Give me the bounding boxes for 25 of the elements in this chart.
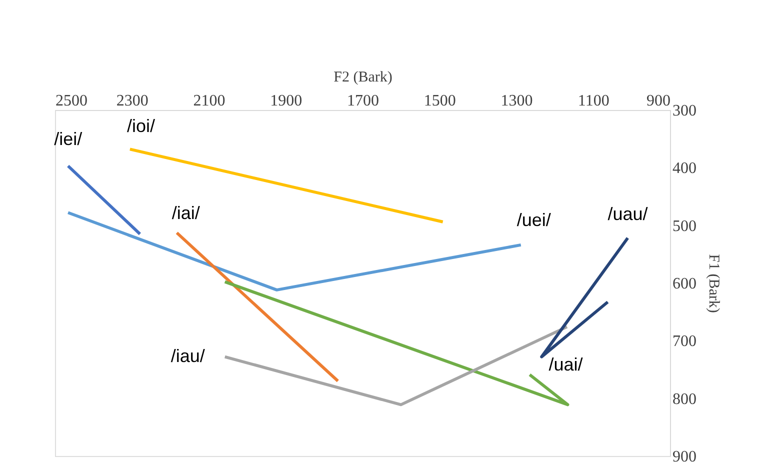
x-tick-label: 900	[646, 92, 670, 110]
y-tick-label: 400	[672, 160, 696, 178]
y-tick-label: 700	[672, 333, 696, 350]
y-tick-label: 800	[672, 390, 696, 408]
y-tick-label: 500	[672, 218, 696, 235]
x-tick-label: 2100	[193, 92, 226, 110]
x-tick-label: 1100	[578, 92, 610, 110]
series-label: /ioi/	[126, 116, 155, 136]
series-label: /iai/	[172, 202, 200, 223]
x-tick-label: 2300	[116, 92, 148, 110]
x-tick-label: 1300	[500, 92, 533, 110]
x-tick-label: 1900	[270, 92, 302, 110]
y-axis-title: F1 (Bark)	[706, 254, 722, 313]
series-label: /uai/	[548, 354, 583, 375]
y-tick-label: 900	[672, 448, 696, 466]
series-label: /iau/	[170, 346, 205, 366]
y-tick-label: 600	[672, 276, 696, 292]
x-tick-label: 1700	[347, 92, 379, 110]
series-label: /iei/	[54, 128, 82, 149]
x-tick-label: 2500	[56, 92, 88, 110]
y-tick-label: 300	[672, 102, 696, 120]
series-label: /uei/	[516, 210, 551, 230]
series-label: /uau/	[608, 204, 648, 224]
x-tick-label: 1500	[424, 92, 456, 110]
x-axis-title: F2 (Bark)	[334, 70, 392, 86]
